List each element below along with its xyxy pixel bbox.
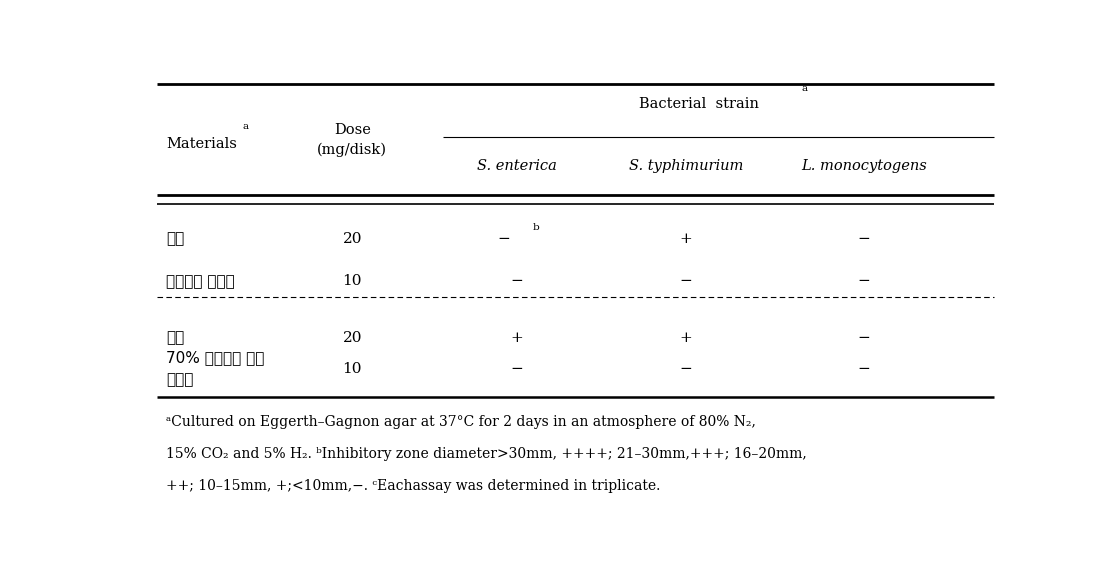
Text: 추출물: 추출물 bbox=[166, 372, 194, 387]
Text: 10: 10 bbox=[342, 274, 363, 288]
Text: ++; 10–15mm, +;<10mm,−. ᶜEachassay was determined in triplicate.: ++; 10–15mm, +;<10mm,−. ᶜEachassay was d… bbox=[166, 478, 660, 493]
Text: a: a bbox=[242, 122, 248, 131]
Text: −: − bbox=[510, 362, 524, 376]
Text: S. typhimurium: S. typhimurium bbox=[629, 159, 743, 173]
Text: ᵃCultured on Eggerth–Gagnon agar at 37°C for 2 days in an atmosphere of 80% N₂,: ᵃCultured on Eggerth–Gagnon agar at 37°C… bbox=[166, 415, 755, 429]
Text: −: − bbox=[857, 274, 871, 288]
Text: +: + bbox=[680, 231, 693, 246]
Text: a: a bbox=[801, 84, 808, 93]
Text: −: − bbox=[680, 274, 693, 288]
Text: −: − bbox=[857, 362, 871, 376]
Text: +: + bbox=[680, 331, 693, 345]
Text: 메타노옵 추출물: 메타노옵 추출물 bbox=[166, 274, 235, 289]
Text: 20: 20 bbox=[342, 231, 363, 246]
Text: 15% CO₂ and 5% H₂. ᵇInhibitory zone diameter>30mm, ++++; 21–30mm,+++; 16–20mm,: 15% CO₂ and 5% H₂. ᵇInhibitory zone diam… bbox=[166, 447, 807, 461]
Text: 20: 20 bbox=[342, 331, 363, 345]
Text: S. enterica: S. enterica bbox=[477, 159, 557, 173]
Text: 70% 에타노온 열탕: 70% 에타노온 열탕 bbox=[166, 350, 264, 365]
Text: Bacterial  strain: Bacterial strain bbox=[639, 97, 759, 111]
Text: −: − bbox=[857, 331, 871, 345]
Text: 산약: 산약 bbox=[166, 331, 185, 346]
Text: 10: 10 bbox=[342, 362, 363, 376]
Text: −: − bbox=[680, 362, 693, 376]
Text: L. monocytogens: L. monocytogens bbox=[801, 159, 927, 173]
Text: 산약: 산약 bbox=[166, 231, 185, 246]
Text: Dose
(mg/disk): Dose (mg/disk) bbox=[318, 123, 387, 157]
Text: Materials: Materials bbox=[166, 137, 237, 151]
Text: +: + bbox=[510, 331, 524, 345]
Text: −: − bbox=[510, 274, 524, 288]
Text: −: − bbox=[857, 231, 871, 246]
Text: −: − bbox=[498, 231, 510, 246]
Text: b: b bbox=[533, 223, 539, 232]
